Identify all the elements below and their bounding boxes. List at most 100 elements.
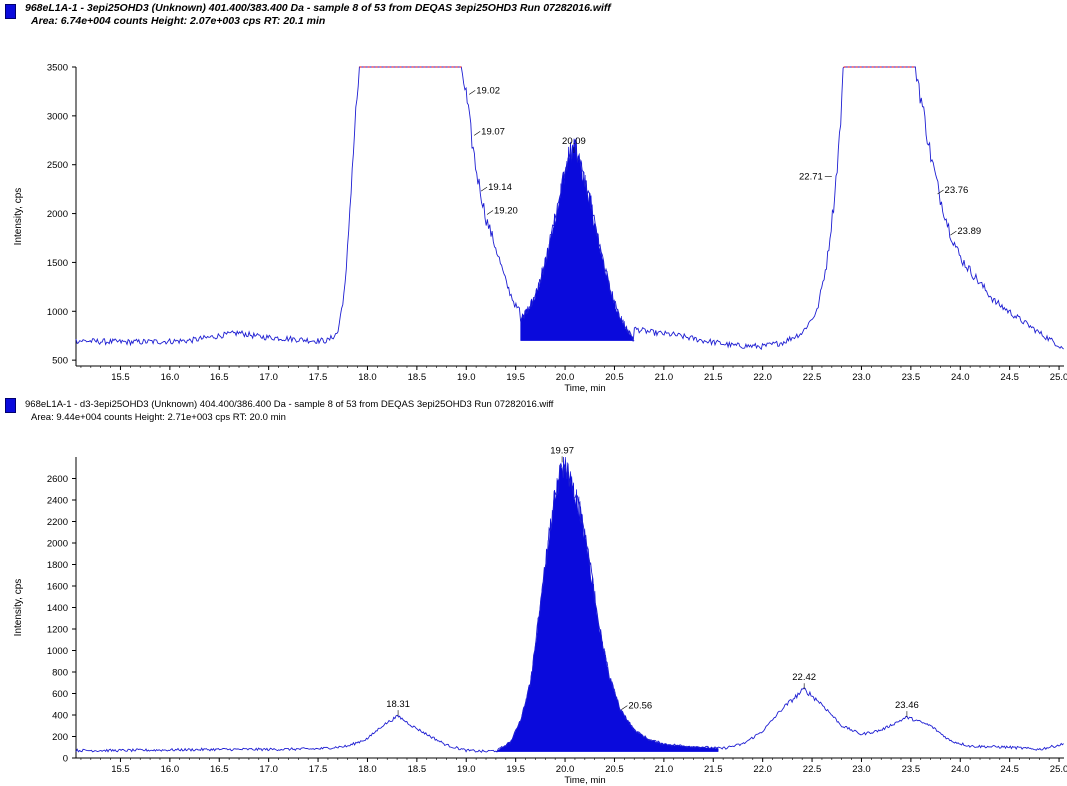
peak-label: 19.14 <box>488 182 512 193</box>
x-tick-label: 20.5 <box>605 372 624 383</box>
x-tick-label: 19.0 <box>457 764 476 775</box>
y-tick-label: 3000 <box>47 111 68 122</box>
y-axis-label: Intensity, cps <box>13 188 24 246</box>
y-tick-label: 2000 <box>47 209 68 220</box>
trace-legend-swatch <box>5 398 16 413</box>
peak-label: 23.46 <box>895 700 919 711</box>
peak-label: 22.71 <box>799 171 823 182</box>
x-tick-label: 19.5 <box>506 764 525 775</box>
y-tick-label: 1800 <box>47 560 68 571</box>
x-tick-label: 20.5 <box>605 764 624 775</box>
x-tick-label: 18.0 <box>358 764 377 775</box>
x-axis-label: Time, min <box>564 775 605 786</box>
y-tick-label: 0 <box>63 754 68 765</box>
peak-label-leader <box>480 186 488 192</box>
x-tick-label: 21.5 <box>704 764 723 775</box>
x-tick-label: 24.5 <box>1000 764 1019 775</box>
x-axis-label: Time, min <box>564 383 605 394</box>
y-tick-label: 3500 <box>47 63 68 74</box>
peak-label: 23.89 <box>957 226 981 237</box>
peak-label: 23.76 <box>945 185 969 196</box>
peak-label-leader <box>937 189 944 195</box>
x-tick-label: 20.0 <box>556 372 575 383</box>
y-tick-label: 1500 <box>47 258 68 269</box>
chromatogram-panel-bottom: 968eL1A-1 - d3-3epi25OHD3 (Unknown) 404.… <box>0 395 1067 786</box>
x-tick-label: 24.5 <box>1000 372 1019 383</box>
x-tick-label: 20.0 <box>556 764 575 775</box>
y-tick-label: 1200 <box>47 625 68 636</box>
peak-label: 22.42 <box>792 672 816 683</box>
y-tick-label: 1600 <box>47 582 68 593</box>
chromatogram-trace <box>75 66 1064 351</box>
x-tick-label: 19.0 <box>457 372 476 383</box>
x-tick-label: 19.5 <box>506 372 525 383</box>
x-tick-label: 16.5 <box>210 764 229 775</box>
peak-label: 18.31 <box>386 699 410 710</box>
y-tick-label: 2200 <box>47 517 68 528</box>
x-tick-label: 17.0 <box>259 372 278 383</box>
x-tick-label: 16.5 <box>210 372 229 383</box>
x-tick-label: 23.5 <box>902 764 921 775</box>
x-tick-label: 17.5 <box>309 764 328 775</box>
x-tick-label: 25.0 <box>1050 764 1067 775</box>
y-tick-label: 2500 <box>47 160 68 171</box>
x-tick-label: 15.5 <box>111 372 130 383</box>
x-tick-label: 23.0 <box>852 372 871 383</box>
peak-label-leader <box>469 90 476 95</box>
peak-label: 19.97 <box>550 445 574 456</box>
x-tick-label: 18.0 <box>358 372 377 383</box>
peak-label-leader <box>486 210 494 215</box>
x-tick-label: 21.0 <box>655 764 674 775</box>
x-tick-label: 22.0 <box>753 764 772 775</box>
peak-label-leader <box>474 131 481 136</box>
x-tick-label: 23.0 <box>852 764 871 775</box>
x-tick-label: 24.0 <box>951 372 970 383</box>
chart-subtitle: Area: 9.44e+004 counts Height: 2.71e+003… <box>31 412 286 423</box>
x-tick-label: 16.0 <box>161 372 180 383</box>
x-tick-label: 21.5 <box>704 372 723 383</box>
chart-header: 968eL1A-1 - d3-3epi25OHD3 (Unknown) 404.… <box>0 395 1067 429</box>
y-tick-label: 1000 <box>47 646 68 657</box>
chart-plot-top: 15.5 16.0 16.5 17.0 17.5 18.0 18.5 19.0 19.5 20.0… <box>13 63 1067 395</box>
y-tick-label: 400 <box>52 711 68 722</box>
y-tick-label: 2000 <box>47 539 68 550</box>
x-tick-label: 17.5 <box>309 372 328 383</box>
chart-plot-bottom: 15.5 16.0 16.5 17.0 17.5 18.0 18.5 19.0 19.5 20.0… <box>13 445 1067 786</box>
y-axis-label: Intensity, cps <box>13 579 24 637</box>
y-tick-label: 2600 <box>47 474 68 485</box>
trace-legend-swatch <box>5 4 16 19</box>
y-tick-label: 1000 <box>47 307 68 318</box>
x-tick-label: 16.0 <box>161 764 180 775</box>
peak-label-leader <box>950 230 957 236</box>
y-tick-label: 800 <box>52 668 68 679</box>
y-tick-label: 2400 <box>47 496 68 507</box>
chart-subtitle: Area: 6.74e+004 counts Height: 2.07e+003… <box>31 15 326 27</box>
x-tick-label: 15.5 <box>111 764 130 775</box>
x-tick-label: 22.0 <box>753 372 772 383</box>
integrated-peak-area <box>520 137 635 341</box>
peak-label: 20.09 <box>562 136 586 147</box>
chart-title: 968eL1A-1 - 3epi25OHD3 (Unknown) 401.400… <box>25 2 611 14</box>
peak-label: 19.20 <box>494 206 518 217</box>
peak-label: 19.07 <box>481 126 505 137</box>
peak-label: 19.02 <box>476 85 500 96</box>
y-tick-label: 600 <box>52 689 68 700</box>
x-tick-label: 23.5 <box>902 372 921 383</box>
x-tick-label: 21.0 <box>655 372 674 383</box>
chart-title: 968eL1A-1 - d3-3epi25OHD3 (Unknown) 404.… <box>25 399 554 410</box>
x-tick-label: 25.0 <box>1050 372 1067 383</box>
y-tick-label: 1400 <box>47 603 68 614</box>
x-tick-label: 22.5 <box>803 764 822 775</box>
chromatogram-panel-top: 968eL1A-1 - 3epi25OHD3 (Unknown) 401.400… <box>0 0 1067 395</box>
x-tick-label: 22.5 <box>803 372 822 383</box>
x-tick-label: 18.5 <box>408 764 427 775</box>
peak-label-leader <box>621 705 628 710</box>
y-tick-label: 500 <box>52 356 68 367</box>
x-tick-label: 24.0 <box>951 764 970 775</box>
peak-label: 20.56 <box>628 701 652 712</box>
chart-header: 968eL1A-1 - 3epi25OHD3 (Unknown) 401.400… <box>0 0 1067 34</box>
integrated-peak-area <box>495 456 719 752</box>
x-tick-label: 17.0 <box>259 764 278 775</box>
x-tick-label: 18.5 <box>408 372 427 383</box>
y-tick-label: 200 <box>52 732 68 743</box>
